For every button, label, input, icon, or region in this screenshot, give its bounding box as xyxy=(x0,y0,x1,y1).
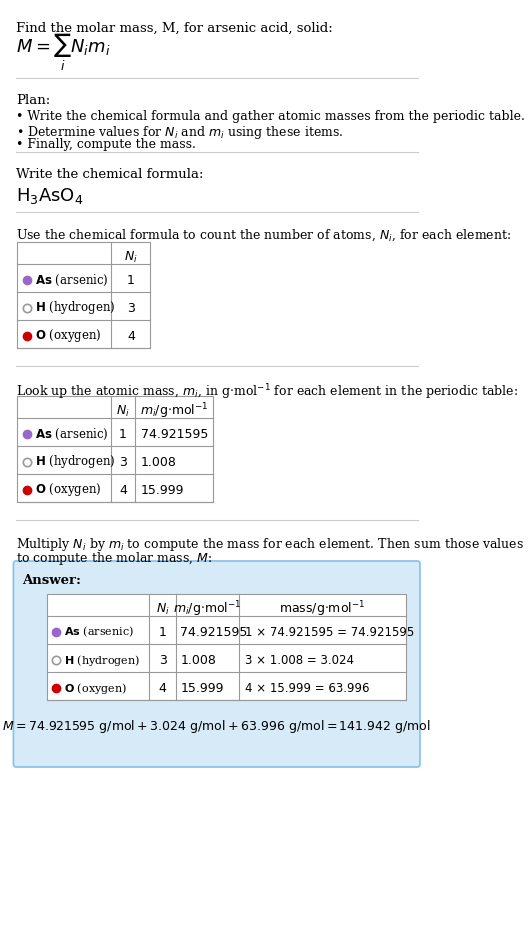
Text: $M = 74.921595\ \mathrm{g/mol} + 3.024\ \mathrm{g/mol} + 63.996\ \mathrm{g/mol} : $M = 74.921595\ \mathrm{g/mol} + 3.024\ … xyxy=(2,718,431,735)
Text: $\mathbf{H}$ (hydrogen): $\mathbf{H}$ (hydrogen) xyxy=(34,453,115,470)
Text: $\mathrm{H_3AsO_4}$: $\mathrm{H_3AsO_4}$ xyxy=(16,186,83,206)
Text: 3: 3 xyxy=(119,456,127,468)
Text: 1: 1 xyxy=(127,273,135,286)
Text: $\mathbf{O}$ (oxygen): $\mathbf{O}$ (oxygen) xyxy=(34,481,101,498)
Bar xyxy=(17,242,150,348)
Text: Write the chemical formula:: Write the chemical formula: xyxy=(16,168,203,181)
Text: $\mathbf{O}$ (oxygen): $\mathbf{O}$ (oxygen) xyxy=(34,328,101,345)
Text: 3 × 1.008 = 3.024: 3 × 1.008 = 3.024 xyxy=(245,654,354,667)
Text: • Finally, compute the mass.: • Finally, compute the mass. xyxy=(16,138,196,151)
Text: 1.008: 1.008 xyxy=(180,654,216,667)
Text: $N_i$: $N_i$ xyxy=(124,250,138,265)
Text: 74.921595: 74.921595 xyxy=(141,428,208,441)
Text: $\mathbf{As}$ (arsenic): $\mathbf{As}$ (arsenic) xyxy=(65,625,134,640)
Text: $\mathbf{As}$ (arsenic): $\mathbf{As}$ (arsenic) xyxy=(34,272,108,287)
Text: $\mathbf{H}$ (hydrogen): $\mathbf{H}$ (hydrogen) xyxy=(65,653,141,668)
Text: 15.999: 15.999 xyxy=(141,483,185,496)
Text: to compute the molar mass, $M$:: to compute the molar mass, $M$: xyxy=(16,550,212,567)
Text: Plan:: Plan: xyxy=(16,94,50,107)
Text: Look up the atomic mass, $m_i$, in g$\cdot$mol$^{-1}$ for each element in the pe: Look up the atomic mass, $m_i$, in g$\cd… xyxy=(16,382,518,401)
Text: Find the molar mass, M, for arsenic acid, solid:: Find the molar mass, M, for arsenic acid… xyxy=(16,22,333,35)
Text: 1.008: 1.008 xyxy=(141,456,177,468)
Text: $\mathbf{As}$ (arsenic): $\mathbf{As}$ (arsenic) xyxy=(34,427,108,442)
Text: 4: 4 xyxy=(159,681,167,694)
Text: Multiply $N_i$ by $m_i$ to compute the mass for each element. Then sum those val: Multiply $N_i$ by $m_i$ to compute the m… xyxy=(16,536,524,553)
FancyBboxPatch shape xyxy=(13,561,420,767)
Text: 4: 4 xyxy=(127,330,135,343)
Bar xyxy=(47,594,406,700)
Text: • Determine values for $N_i$ and $m_i$ using these items.: • Determine values for $N_i$ and $m_i$ u… xyxy=(16,124,343,141)
Text: 15.999: 15.999 xyxy=(180,681,224,694)
Bar xyxy=(17,396,213,502)
Text: $M = \sum_i N_i m_i$: $M = \sum_i N_i m_i$ xyxy=(16,32,110,73)
Text: $m_i$/g$\cdot$mol$^{-1}$: $m_i$/g$\cdot$mol$^{-1}$ xyxy=(174,599,242,619)
Text: 3: 3 xyxy=(127,301,135,315)
Text: $N_i$: $N_i$ xyxy=(156,601,169,617)
Text: 4: 4 xyxy=(119,483,127,496)
Text: $\mathbf{O}$ (oxygen): $\mathbf{O}$ (oxygen) xyxy=(65,680,127,695)
Text: 3: 3 xyxy=(159,654,167,667)
Text: $m_i$/g$\cdot$mol$^{-1}$: $m_i$/g$\cdot$mol$^{-1}$ xyxy=(140,401,208,421)
Text: $N_i$: $N_i$ xyxy=(116,403,130,418)
Text: Answer:: Answer: xyxy=(22,574,81,587)
Text: mass/g$\cdot$mol$^{-1}$: mass/g$\cdot$mol$^{-1}$ xyxy=(279,599,366,619)
Text: 74.921595: 74.921595 xyxy=(180,625,248,639)
Text: • Write the chemical formula and gather atomic masses from the periodic table.: • Write the chemical formula and gather … xyxy=(16,110,525,123)
Text: 4 × 15.999 = 63.996: 4 × 15.999 = 63.996 xyxy=(245,681,370,694)
Text: $\mathbf{H}$ (hydrogen): $\mathbf{H}$ (hydrogen) xyxy=(34,300,115,317)
Text: 1: 1 xyxy=(119,428,127,441)
Text: Use the chemical formula to count the number of atoms, $N_i$, for each element:: Use the chemical formula to count the nu… xyxy=(16,228,511,243)
Text: 1: 1 xyxy=(159,625,167,639)
Text: 1 × 74.921595 = 74.921595: 1 × 74.921595 = 74.921595 xyxy=(245,625,415,639)
